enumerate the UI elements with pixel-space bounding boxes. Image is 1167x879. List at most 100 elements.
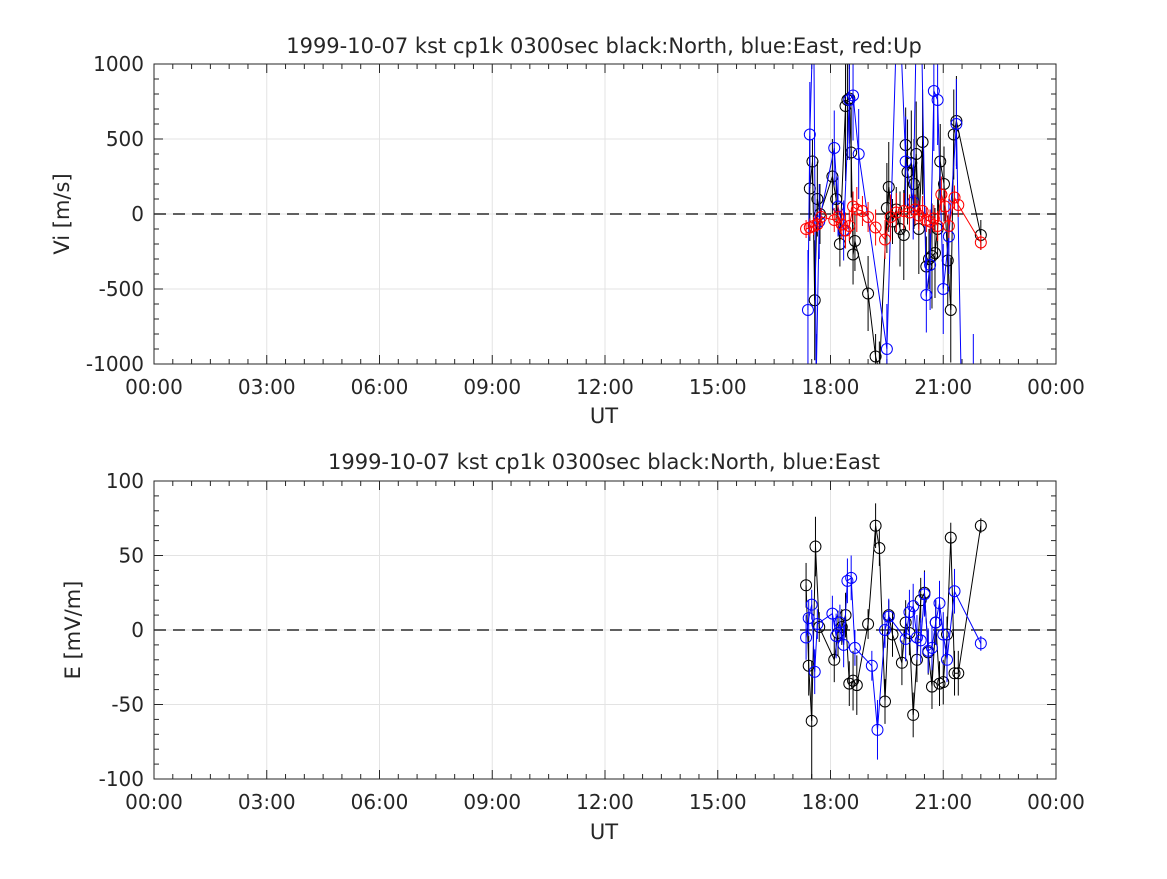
velocity-east-point — [931, 94, 944, 106]
efield-north-point — [948, 667, 961, 680]
velocity-x-tick-label: 09:00 — [463, 375, 521, 399]
efield-x-tick-label: 06:00 — [351, 790, 409, 814]
efield-north-point — [895, 656, 908, 669]
efield-north-point — [925, 680, 938, 693]
velocity-x-tick-label: 00:00 — [125, 375, 183, 399]
efield-x-tick-label: 09:00 — [463, 790, 521, 814]
velocity-north-point — [922, 253, 935, 265]
velocity-y-tick-label: 1000 — [93, 52, 144, 76]
efield-east-point — [837, 638, 850, 651]
efield-x-tick-label: 00:00 — [1027, 790, 1085, 814]
efield-x-tick-label: 18:00 — [802, 790, 860, 814]
efield-axes-box — [153, 480, 1057, 780]
velocity-east-point — [920, 289, 933, 301]
velocity-north-point — [811, 193, 824, 205]
efield-east-point — [933, 597, 946, 610]
velocity-north-point — [925, 250, 938, 262]
efield-east-point — [974, 637, 987, 650]
velocity-north-point — [839, 100, 852, 112]
velocity-up-point — [862, 211, 875, 223]
efield-y-tick-label: -100 — [99, 767, 144, 791]
efield-north-point — [914, 594, 927, 607]
efield-east-point — [948, 585, 961, 598]
velocity-up-point — [912, 209, 925, 222]
velocity-north-point — [806, 155, 819, 168]
efield-north-point — [974, 519, 987, 532]
efield-east-point — [910, 631, 923, 644]
efield-east-point — [925, 641, 938, 654]
velocity-up-point — [974, 236, 987, 249]
efield-north-point — [847, 674, 860, 687]
efield-north-point — [937, 676, 950, 689]
velocity-up-point — [948, 191, 961, 204]
efield-north-point — [869, 519, 882, 532]
velocity-north-point — [894, 223, 907, 235]
efield-north-point — [873, 542, 886, 555]
velocity-up-point — [924, 215, 937, 228]
velocity-north-point — [882, 181, 895, 193]
velocity-north-point — [869, 350, 882, 363]
velocity-x-tick-label: 12:00 — [576, 375, 634, 399]
efield-north-point — [809, 540, 822, 553]
velocity-east-point — [937, 283, 950, 295]
efield-x-tick-label: 15:00 — [689, 790, 747, 814]
velocity-y-tick-label: 500 — [106, 127, 144, 151]
velocity-east-point — [957, 419, 968, 430]
efield-x-axis-label: UT — [590, 820, 618, 844]
efield-east-point — [929, 616, 942, 629]
velocity-north-point — [847, 248, 860, 261]
velocity-up-point — [909, 203, 922, 216]
velocity-chart-title: 1999-10-07 kst cp1k 0300sec black:North,… — [286, 34, 922, 58]
efield-x-tick-label: 21:00 — [914, 790, 972, 814]
efield-east-point — [826, 607, 839, 620]
efield-north-point — [800, 579, 813, 592]
velocity-up-point — [903, 206, 916, 219]
velocity-up-point — [843, 220, 856, 232]
velocity-up-point — [935, 188, 948, 201]
efield-y-tick-label: 0 — [131, 618, 144, 642]
velocity-north-point — [910, 148, 923, 160]
efield-chart-title: 1999-10-07 kst cp1k 0300sec black:North,… — [328, 450, 880, 474]
efield-north-point — [805, 714, 818, 727]
velocity-y-tick-label: -500 — [99, 277, 144, 301]
velocity-up-point — [942, 220, 955, 232]
efield-north-point — [952, 667, 965, 680]
velocity-north-point — [944, 304, 957, 316]
velocity-east-point — [808, 0, 819, 10]
efield-east-point — [830, 629, 843, 642]
velocity-up-point — [835, 218, 848, 231]
velocity-up-point — [839, 224, 852, 237]
velocity-east-point — [924, 259, 937, 271]
efield-east-point — [865, 659, 878, 672]
efield-east-point — [914, 634, 927, 647]
efield-east-point — [937, 628, 950, 641]
velocity-up-point — [869, 221, 882, 234]
efield-east-point — [878, 624, 891, 636]
velocity-up-point — [952, 199, 965, 211]
velocity-x-tick-label: 00:00 — [1027, 375, 1085, 399]
velocity-up-point — [939, 200, 952, 213]
efield-east-point — [805, 598, 818, 611]
velocity-up-point — [850, 203, 863, 216]
velocity-north-point — [874, 366, 885, 377]
efield-east-point — [882, 610, 895, 623]
efield-east-point — [941, 653, 954, 666]
efield-north-point — [944, 531, 957, 544]
efield-east-point — [841, 574, 854, 587]
velocity-x-tick-label: 15:00 — [689, 375, 747, 399]
efield-y-tick-label: 100 — [106, 469, 144, 493]
velocity-east-point — [803, 128, 816, 141]
efield-y-tick-label: 50 — [119, 544, 144, 568]
efield-east-point — [808, 665, 821, 678]
velocity-series-group — [800, 0, 987, 430]
velocity-north-point — [845, 146, 858, 159]
velocity-east-point — [828, 142, 841, 154]
efield-east-point — [922, 644, 935, 657]
efield-y-tick-label: -50 — [111, 693, 144, 717]
efield-y-axis-label: E [mV/m] — [61, 581, 85, 680]
velocity-up-point — [878, 233, 891, 246]
velocity-y-axis-label: Vi [m/s] — [50, 173, 74, 254]
efield-north-point — [850, 679, 863, 692]
efield-east-point — [802, 612, 815, 625]
